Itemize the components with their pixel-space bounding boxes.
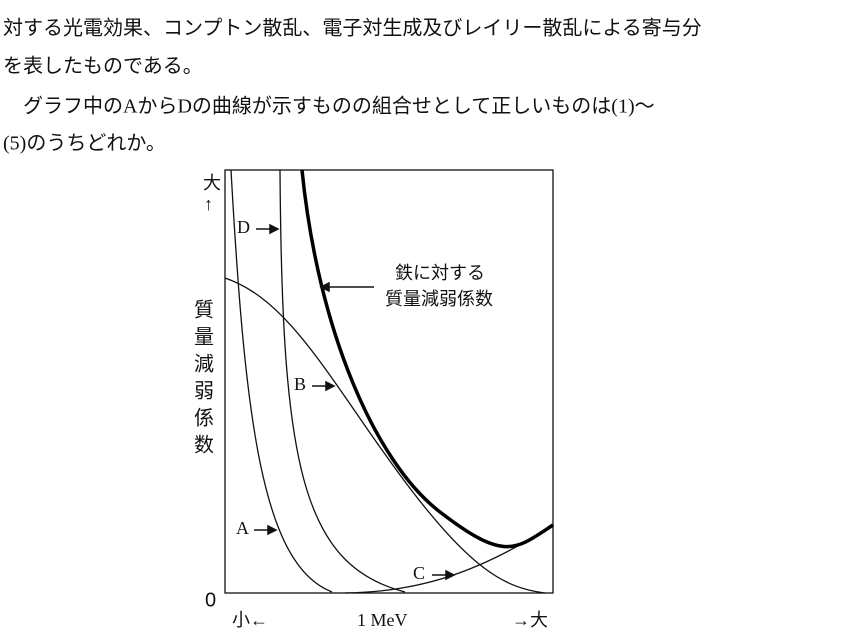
y-label-char: 係 xyxy=(194,407,214,430)
y-label-char: 減 xyxy=(194,353,214,376)
label-arrows xyxy=(254,223,456,581)
curve-a xyxy=(230,169,333,593)
y-label-char: 数 xyxy=(194,434,214,457)
curve-label: B xyxy=(294,374,306,394)
y-label-char: 弱 xyxy=(194,381,214,403)
x-left-label: 小← xyxy=(232,610,268,630)
origin-label: 0 xyxy=(205,589,216,611)
y-label-char: 質 xyxy=(194,299,214,322)
curve-label: D xyxy=(237,217,250,237)
curve-iron xyxy=(300,169,554,549)
curve-label: A xyxy=(236,518,249,538)
x-mid-label: 1 MeV xyxy=(357,610,408,630)
curve-label: C xyxy=(413,563,425,583)
iron-note: 質量減弱係数 xyxy=(385,289,493,309)
y-label-char: 量 xyxy=(194,327,214,349)
iron-note: 鉄に対する xyxy=(395,263,485,283)
plot-frame xyxy=(224,169,554,594)
figure: 大 ↑ 質 量 減 弱 係 数 0 小← 1 MeV →大 D B A C 鉄に… xyxy=(194,169,554,630)
y-arrow: ↑ xyxy=(204,194,213,214)
curve-d xyxy=(279,169,406,593)
curve-b xyxy=(224,277,546,594)
paragraph-line: 対する光電効果、コンプトン散乱、電子対生成及びレイリー散乱による寄与分 xyxy=(3,17,702,40)
y-top-label: 大 xyxy=(203,173,221,193)
paragraph-line: を表したものである。 xyxy=(3,55,203,78)
x-right-label: →大 xyxy=(512,610,548,630)
paragraph-line: (5)のうちどれか。 xyxy=(3,132,166,155)
paragraph-line: グラフ中のAからDの曲線が示すものの組合せとして正しいものは(1)～ xyxy=(23,95,655,118)
